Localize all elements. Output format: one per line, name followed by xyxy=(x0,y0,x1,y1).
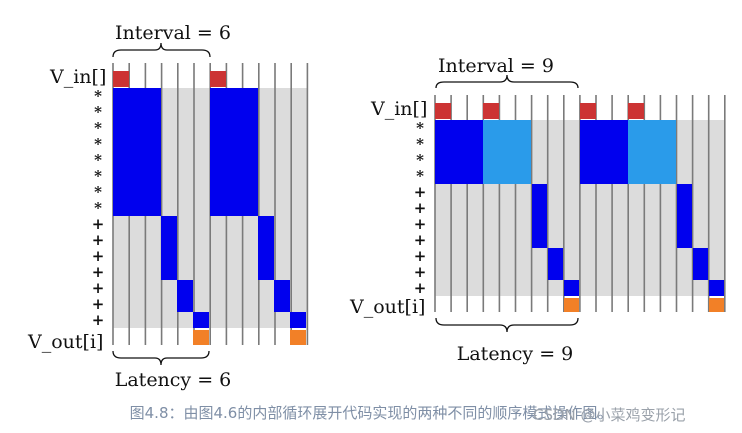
multiply-row-symbol: * xyxy=(94,183,102,201)
add-row-symbol: + xyxy=(92,311,105,329)
add-row-symbol: + xyxy=(414,199,427,217)
multiply-block xyxy=(628,120,676,184)
add-row-symbol: + xyxy=(92,247,105,265)
add-row-symbol: + xyxy=(92,295,105,313)
multiply-row-symbol: * xyxy=(416,119,424,137)
add-block xyxy=(274,280,290,312)
add-block xyxy=(532,184,547,248)
add-row-symbol: + xyxy=(414,215,427,233)
interval-label: Interval = 9 xyxy=(438,55,554,77)
latency-brace xyxy=(112,350,210,366)
vin-label: V_in[] xyxy=(370,98,427,120)
pipeline-diagram-interval-6: ********+++++++ V_in[] V_out[i] Interval… xyxy=(27,22,309,391)
add-block xyxy=(161,216,177,280)
add-row-symbol: + xyxy=(414,263,427,281)
multiply-row-symbol: * xyxy=(94,119,102,137)
add-block xyxy=(258,216,274,280)
add-block xyxy=(693,248,708,280)
multiply-row-symbol: * xyxy=(94,87,102,105)
interval-label: Interval = 6 xyxy=(115,22,231,44)
add-row-symbol: + xyxy=(92,263,105,281)
vout-label: V_out[i] xyxy=(349,296,425,318)
input-read-block xyxy=(483,103,499,119)
multiply-block xyxy=(113,88,161,216)
add-row-symbol: + xyxy=(414,279,427,297)
add-row-symbol: + xyxy=(414,183,427,201)
watermark: CSDN @小菜鸡变形记 xyxy=(533,406,686,424)
multiply-row-symbol: * xyxy=(94,135,102,153)
input-read-block xyxy=(113,71,129,87)
input-read-block xyxy=(210,71,226,87)
multiply-row-symbol: * xyxy=(416,167,424,185)
output-write-block xyxy=(564,298,579,312)
add-row-symbol: + xyxy=(92,279,105,297)
input-read-block xyxy=(580,103,596,119)
multiply-block xyxy=(483,120,531,184)
operation-row-symbols: ********+++++++ xyxy=(92,87,105,329)
output-write-block xyxy=(709,298,724,312)
output-write-block xyxy=(290,330,306,345)
add-block xyxy=(193,312,209,328)
input-read-block xyxy=(435,103,451,119)
multiply-row-symbol: * xyxy=(94,103,102,121)
add-row-symbol: + xyxy=(92,215,105,233)
multiply-row-symbol: * xyxy=(416,135,424,153)
add-row-symbol: + xyxy=(414,247,427,265)
multiply-block xyxy=(580,120,628,184)
multiply-block xyxy=(210,88,258,216)
figure-caption: 图4.8：由图4.6的内部循环展开代码实现的两种不同的顺序模式操作图。 xyxy=(129,404,613,422)
multiply-row-symbol: * xyxy=(94,151,102,169)
add-block xyxy=(564,280,579,296)
latency-label: Latency = 6 xyxy=(115,369,232,391)
multiply-row-symbol: * xyxy=(94,199,102,217)
add-block xyxy=(677,184,692,248)
multiply-row-symbol: * xyxy=(94,167,102,185)
operation-row-symbols: ****+++++++ xyxy=(414,119,427,297)
multiply-block xyxy=(435,120,483,184)
multiply-row-symbol: * xyxy=(416,151,424,169)
output-write-block xyxy=(193,330,209,345)
add-block xyxy=(709,280,724,296)
add-block xyxy=(177,280,193,312)
vin-label: V_in[] xyxy=(49,66,106,88)
add-row-symbol: + xyxy=(92,231,105,249)
add-row-symbol: + xyxy=(414,231,427,249)
add-block xyxy=(290,312,306,328)
interval-brace xyxy=(112,42,211,58)
pipeline-diagram-figure: ********+++++++ V_in[] V_out[i] Interval… xyxy=(27,22,726,391)
latency-brace xyxy=(435,317,579,333)
pipeline-diagram-interval-9: ****+++++++ V_in[] V_out[i] Interval = 9… xyxy=(349,55,726,365)
input-read-block xyxy=(628,103,644,119)
latency-label: Latency = 9 xyxy=(457,343,574,365)
vout-label: V_out[i] xyxy=(27,331,103,353)
interval-brace xyxy=(435,74,579,89)
add-block xyxy=(548,248,563,280)
